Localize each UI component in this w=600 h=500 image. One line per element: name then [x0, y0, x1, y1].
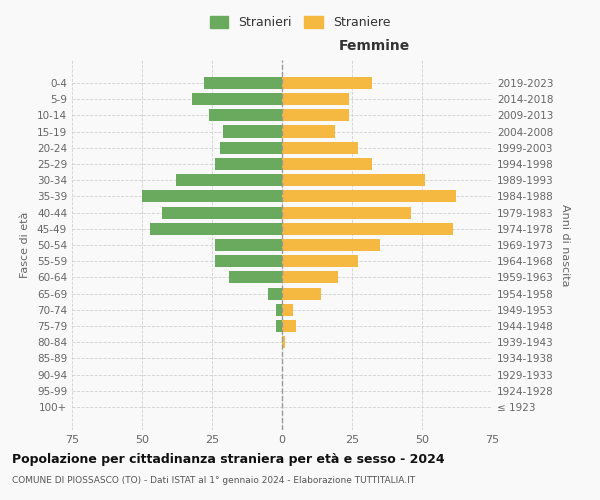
Bar — [229, 272, 282, 283]
Bar — [282, 190, 455, 202]
Bar — [282, 77, 371, 89]
Bar — [215, 158, 282, 170]
Bar — [282, 222, 453, 235]
Bar — [215, 255, 282, 268]
Bar — [209, 109, 282, 122]
Legend: Stranieri, Straniere: Stranieri, Straniere — [205, 11, 395, 34]
Bar — [151, 222, 282, 235]
Bar — [282, 158, 371, 170]
Bar — [282, 255, 358, 268]
Bar — [282, 304, 293, 316]
Y-axis label: Anni di nascita: Anni di nascita — [560, 204, 570, 286]
Bar — [161, 206, 282, 218]
Bar — [223, 126, 282, 138]
Bar — [215, 239, 282, 251]
Bar — [282, 272, 338, 283]
Bar — [282, 142, 358, 154]
Bar — [203, 77, 282, 89]
Bar — [282, 109, 349, 122]
Bar — [282, 336, 285, 348]
Bar — [268, 288, 282, 300]
Bar — [277, 304, 282, 316]
Bar — [282, 174, 425, 186]
Y-axis label: Fasce di età: Fasce di età — [20, 212, 30, 278]
Bar — [282, 206, 411, 218]
Bar — [277, 320, 282, 332]
Bar — [282, 320, 296, 332]
Bar — [282, 239, 380, 251]
Text: COMUNE DI PIOSSASCO (TO) - Dati ISTAT al 1° gennaio 2024 - Elaborazione TUTTITAL: COMUNE DI PIOSSASCO (TO) - Dati ISTAT al… — [12, 476, 415, 485]
Bar — [193, 93, 282, 105]
Bar — [176, 174, 282, 186]
Bar — [282, 93, 349, 105]
Text: Femmine: Femmine — [339, 38, 410, 52]
Bar — [220, 142, 282, 154]
Bar — [282, 126, 335, 138]
Bar — [142, 190, 282, 202]
Bar — [282, 288, 321, 300]
Text: Popolazione per cittadinanza straniera per età e sesso - 2024: Popolazione per cittadinanza straniera p… — [12, 452, 445, 466]
